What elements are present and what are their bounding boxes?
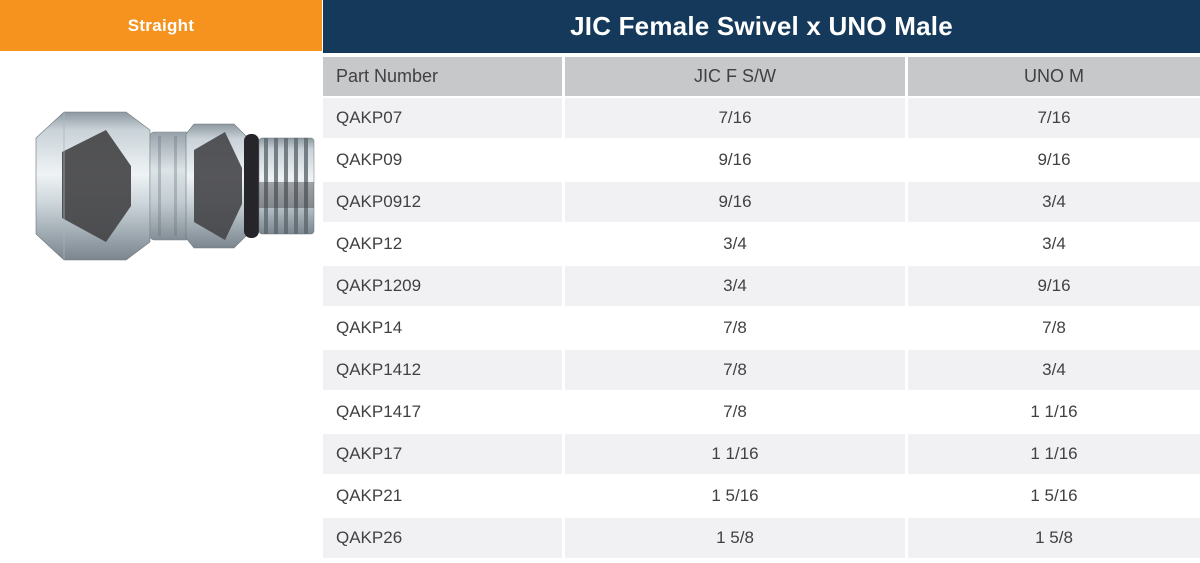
part-number-cell: QAKP17 bbox=[323, 434, 562, 474]
table-row: QAKP1209 3/4 9/16 bbox=[323, 266, 1200, 306]
table-row: QAKP09 9/16 9/16 bbox=[323, 140, 1200, 180]
uno-size-cell: 1 5/8 bbox=[908, 518, 1200, 558]
table-title: JIC Female Swivel x UNO Male bbox=[323, 0, 1200, 53]
table-body: QAKP07 7/16 7/16 QAKP09 9/16 9/16 QAKP09… bbox=[323, 98, 1200, 560]
jic-size-cell: 9/16 bbox=[565, 182, 905, 222]
jic-size-cell: 1 1/16 bbox=[565, 434, 905, 474]
uno-size-cell: 7/16 bbox=[908, 98, 1200, 138]
jic-size-cell: 7/16 bbox=[565, 98, 905, 138]
uno-size-cell: 7/8 bbox=[908, 308, 1200, 348]
uno-size-cell: 9/16 bbox=[908, 266, 1200, 306]
part-number-cell: QAKP0912 bbox=[323, 182, 562, 222]
part-number-cell: QAKP26 bbox=[323, 518, 562, 558]
part-number-cell: QAKP21 bbox=[323, 476, 562, 516]
uno-size-cell: 1 1/16 bbox=[908, 434, 1200, 474]
table-header-row: Part Number JIC F S/W UNO M bbox=[323, 57, 1200, 96]
part-number-cell: QAKP09 bbox=[323, 140, 562, 180]
part-number-cell: QAKP1209 bbox=[323, 266, 562, 306]
category-tab-label: Straight bbox=[127, 15, 195, 35]
table-row: QAKP21 1 5/16 1 5/16 bbox=[323, 476, 1200, 516]
table-row: QAKP17 1 1/16 1 1/16 bbox=[323, 434, 1200, 474]
fitting-illustration bbox=[35, 111, 315, 261]
jic-size-cell: 3/4 bbox=[565, 266, 905, 306]
column-header-uno-m: UNO M bbox=[908, 57, 1200, 96]
jic-size-cell: 9/16 bbox=[565, 140, 905, 180]
part-number-cell: QAKP14 bbox=[323, 308, 562, 348]
jic-size-cell: 7/8 bbox=[565, 392, 905, 432]
jic-size-cell: 1 5/8 bbox=[565, 518, 905, 558]
table-row: QAKP12 3/4 3/4 bbox=[323, 224, 1200, 264]
jic-size-cell: 7/8 bbox=[565, 308, 905, 348]
part-number-cell: QAKP12 bbox=[323, 224, 562, 264]
jic-size-cell: 7/8 bbox=[565, 350, 905, 390]
table-row: QAKP14 7/8 7/8 bbox=[323, 308, 1200, 348]
jic-size-cell: 1 5/16 bbox=[565, 476, 905, 516]
uno-size-cell: 9/16 bbox=[908, 140, 1200, 180]
uno-size-cell: 3/4 bbox=[908, 350, 1200, 390]
uno-size-cell: 3/4 bbox=[908, 224, 1200, 264]
table-row: QAKP1412 7/8 3/4 bbox=[323, 350, 1200, 390]
table-row: QAKP26 1 5/8 1 5/8 bbox=[323, 518, 1200, 558]
column-header-part-number: Part Number bbox=[323, 57, 562, 96]
table-row: QAKP1417 7/8 1 1/16 bbox=[323, 392, 1200, 432]
table-row: QAKP07 7/16 7/16 bbox=[323, 98, 1200, 138]
part-number-cell: QAKP1412 bbox=[323, 350, 562, 390]
table-row: QAKP0912 9/16 3/4 bbox=[323, 182, 1200, 222]
column-header-jic-fsw: JIC F S/W bbox=[565, 57, 905, 96]
part-number-cell: QAKP1417 bbox=[323, 392, 562, 432]
jic-size-cell: 3/4 bbox=[565, 224, 905, 264]
uno-size-cell: 3/4 bbox=[908, 182, 1200, 222]
product-photo bbox=[28, 106, 320, 270]
category-tab-straight: Straight bbox=[0, 0, 322, 51]
part-number-cell: QAKP07 bbox=[323, 98, 562, 138]
uno-size-cell: 1 5/16 bbox=[908, 476, 1200, 516]
uno-size-cell: 1 1/16 bbox=[908, 392, 1200, 432]
spec-table-panel: JIC Female Swivel x UNO Male Part Number… bbox=[323, 0, 1200, 563]
